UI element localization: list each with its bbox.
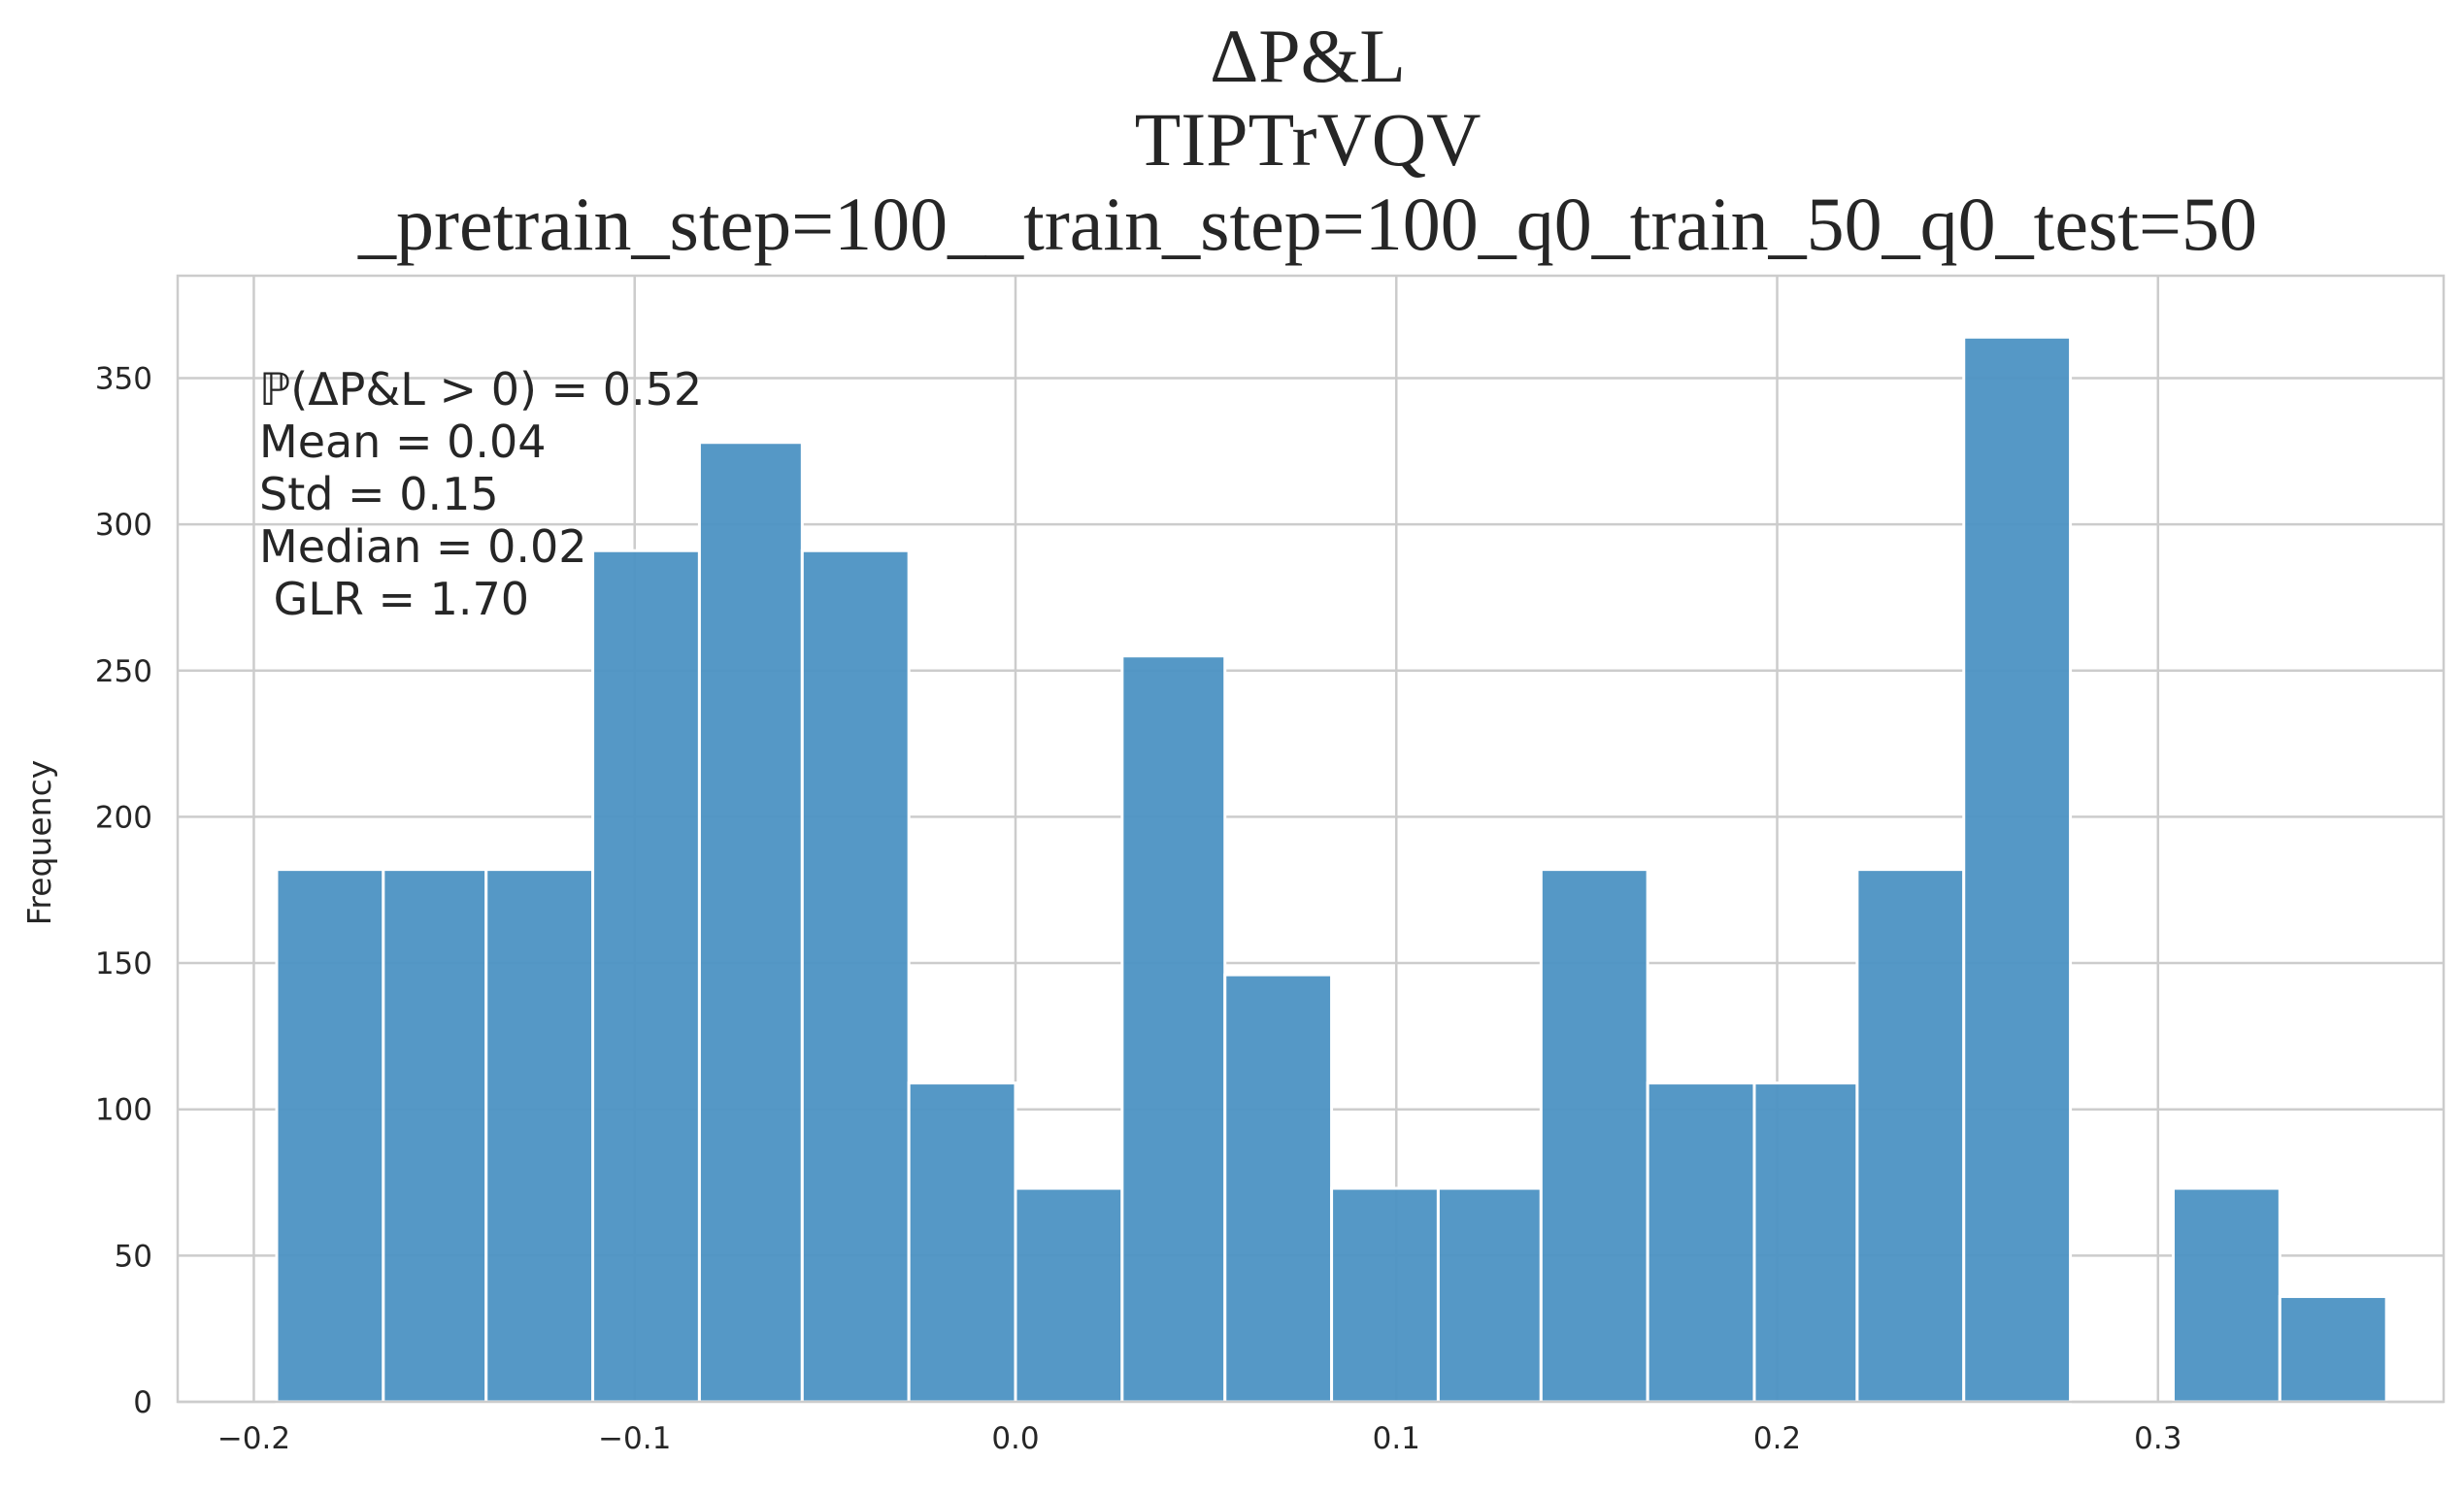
histogram-bar (800, 549, 911, 1404)
stats-annotation: ℙ(ΔP&L > 0) = 0.52 Mean = 0.04 Std = 0.1… (259, 363, 702, 625)
histogram-bar (2171, 1186, 2281, 1404)
chart-title-line-1: ΔP&L (1210, 14, 1406, 98)
histogram-bar (1855, 868, 1966, 1404)
stat-mean: Mean = 0.04 (259, 416, 547, 468)
histogram-bar (382, 868, 488, 1404)
y-tick-label: 0 (133, 1385, 152, 1420)
stat-std: Std = 0.15 (259, 468, 499, 520)
histogram-bar (697, 441, 804, 1404)
histogram-bar (1330, 1186, 1440, 1404)
y-tick-label: 100 (95, 1093, 152, 1128)
y-axis-ticks: 0 50 100 150 200 250 300 350 (95, 361, 152, 1420)
plot-frame (176, 274, 2446, 1404)
histogram-bar (1962, 335, 2073, 1404)
histogram-bar (1752, 1081, 1859, 1404)
y-tick-label: 300 (95, 508, 152, 543)
y-tick-label: 50 (115, 1239, 152, 1274)
histogram-bar (591, 549, 701, 1404)
histogram-bar (1223, 973, 1334, 1404)
x-tick-label: −0.1 (598, 1421, 671, 1456)
stat-probability-positive: ℙ(ΔP&L > 0) = 0.52 (259, 363, 702, 416)
y-tick-label: 250 (95, 654, 152, 689)
x-axis-ticks: −0.2 −0.1 0.0 0.1 0.2 0.3 (217, 1421, 2182, 1456)
stat-median: Median = 0.02 (259, 520, 587, 573)
y-axis-label: Frequency (20, 760, 58, 925)
histogram-bar (907, 1081, 1017, 1404)
x-tick-label: 0.1 (1373, 1421, 1420, 1456)
stat-glr: GLR = 1.70 (259, 573, 529, 625)
histogram-bar (1120, 654, 1227, 1404)
histogram-bar (1436, 1186, 1543, 1404)
y-tick-label: 350 (95, 361, 152, 396)
histogram-bar (484, 868, 595, 1404)
histogram-bar (1014, 1186, 1124, 1404)
y-tick-label: 150 (95, 947, 152, 981)
y-tick-label: 200 (95, 800, 152, 835)
histogram-bars (275, 335, 2388, 1404)
x-tick-label: 0.3 (2134, 1421, 2181, 1456)
histogram-bar (2278, 1295, 2388, 1404)
x-tick-label: 0.0 (991, 1421, 1039, 1456)
chart-title-line-3: _pretrain_step=100__train_step=100_q0_tr… (357, 182, 2257, 266)
x-tick-label: 0.2 (1753, 1421, 1801, 1456)
histogram-bar (1539, 868, 1649, 1404)
x-tick-label: −0.2 (217, 1421, 290, 1456)
histogram-bar (1646, 1081, 1756, 1404)
histogram-bar (275, 868, 385, 1404)
chart-title-line-2: TIPTrVQV (1135, 97, 1482, 182)
